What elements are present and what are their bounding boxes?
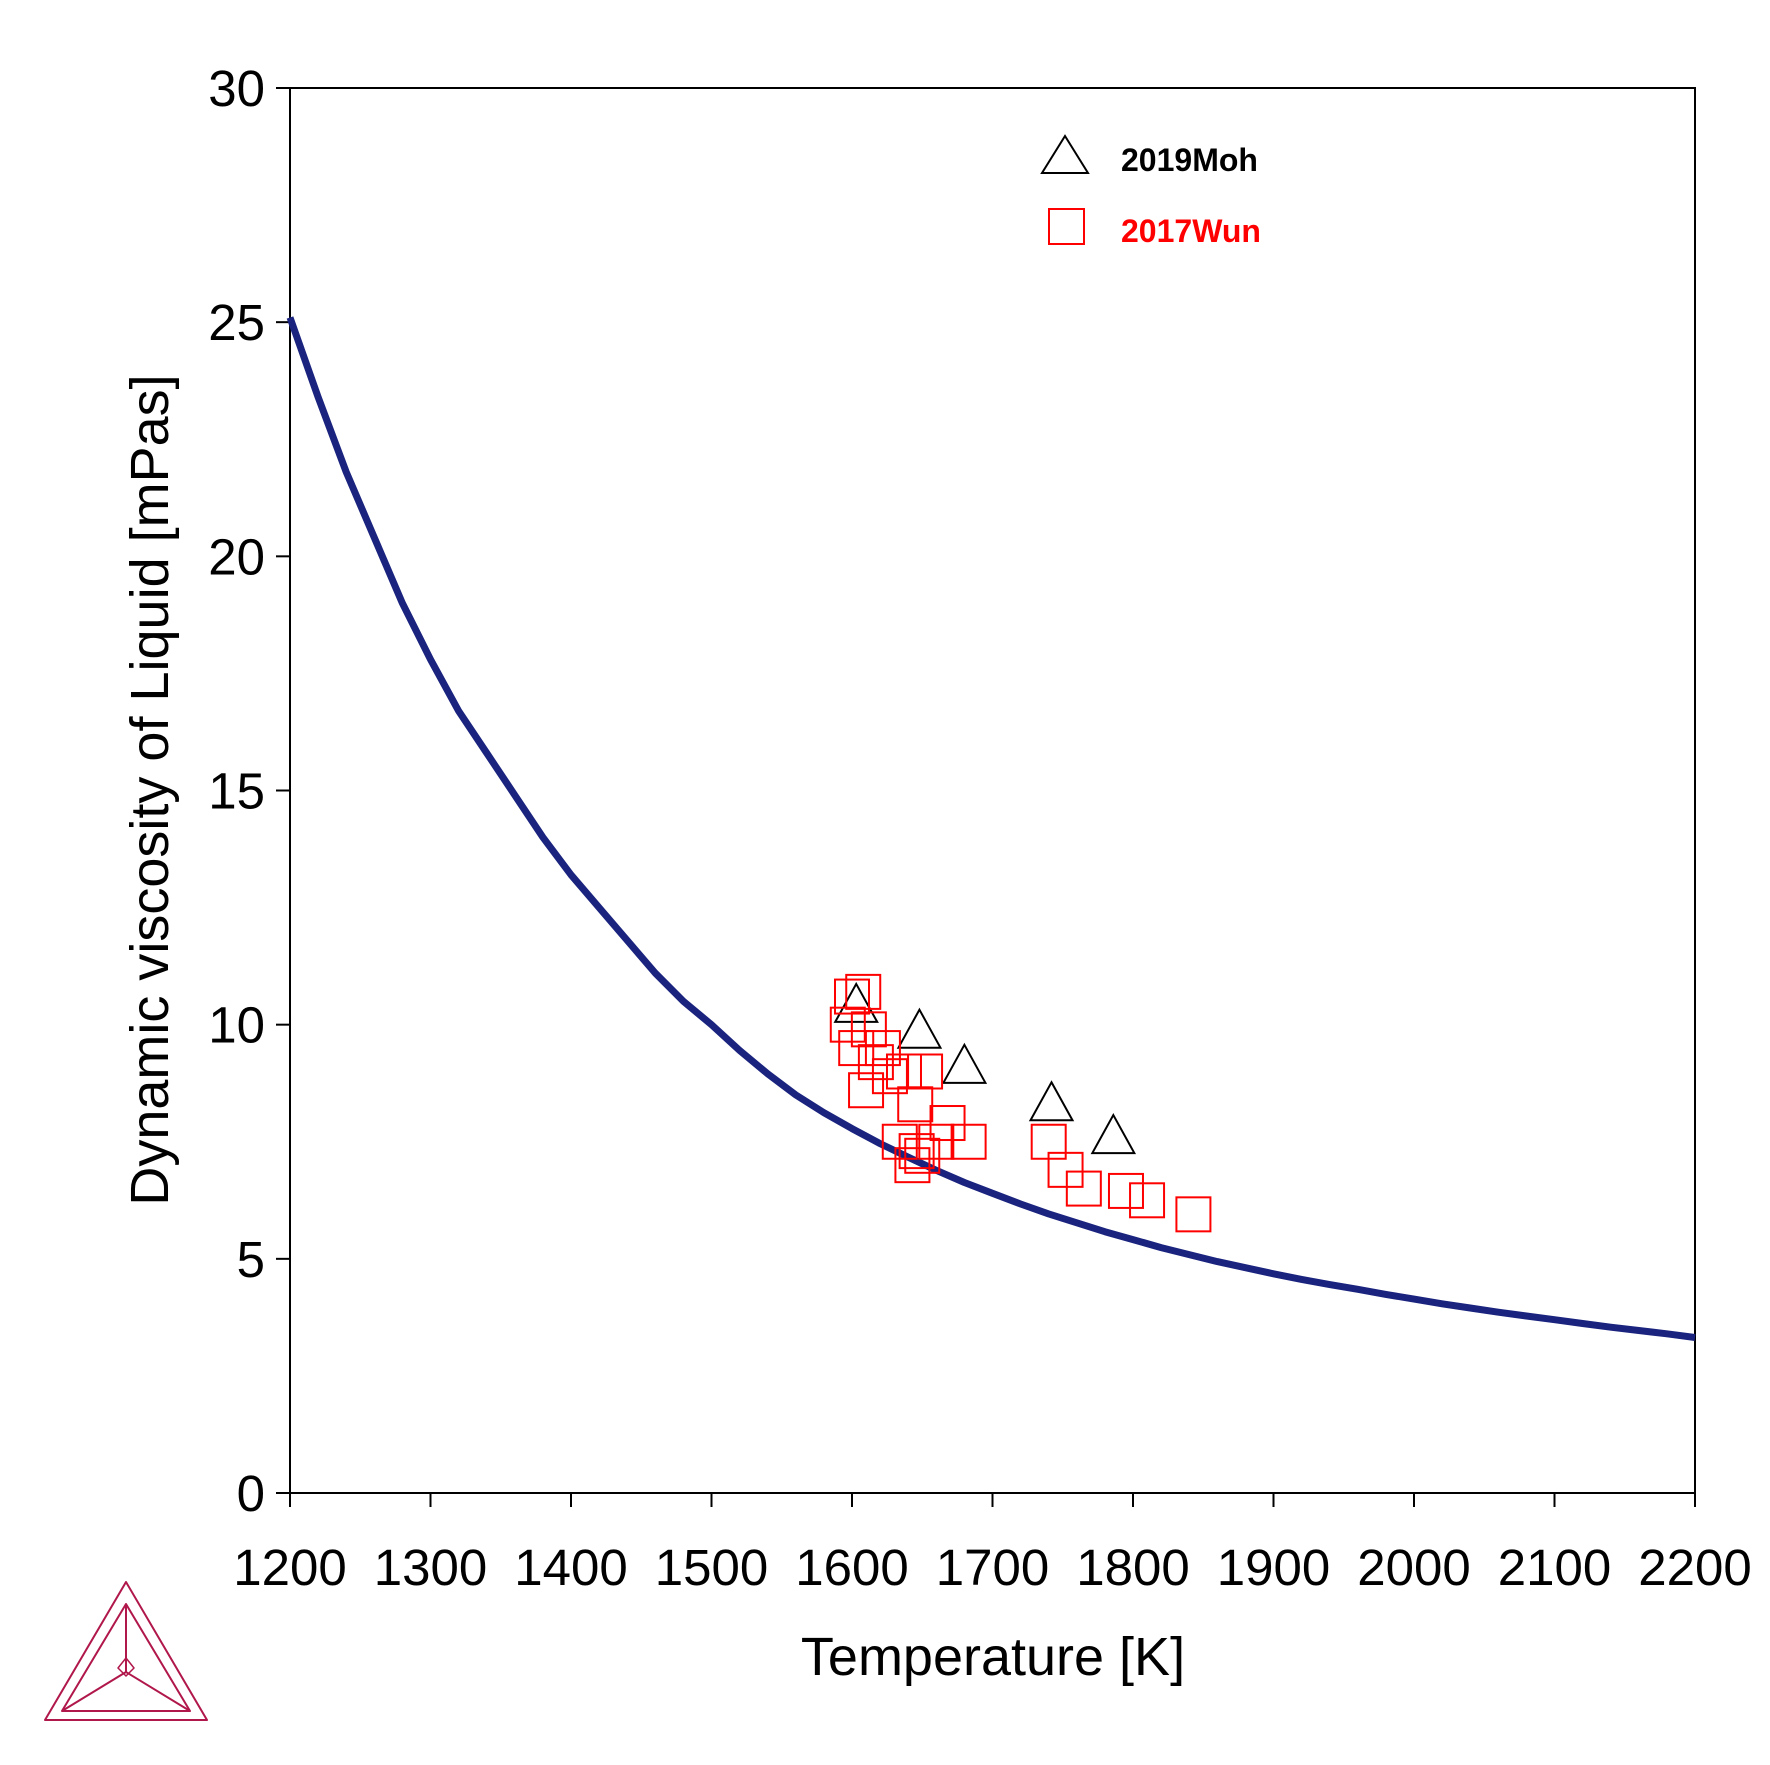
x-axis: 1200 1300 1400 1500 1600 1700 1800 1900 2000 2100… (233, 1493, 1752, 1596)
x-tick-label: 1300 (374, 1539, 487, 1596)
model-curve (286, 316, 1696, 1341)
data-point-2017wun (1175, 1196, 1212, 1233)
x-tick-label: 1600 (795, 1539, 908, 1596)
data-point-2017wun (894, 1147, 931, 1184)
x-tick-label: 2100 (1498, 1539, 1611, 1596)
data-point-2017wun (829, 1006, 866, 1043)
y-tick-label: 30 (208, 60, 265, 117)
data-point-2017wun (838, 1030, 875, 1067)
y-tick-label: 25 (208, 294, 265, 351)
y-tick-label: 10 (208, 997, 265, 1054)
series-layer (286, 316, 1696, 1341)
data-point-2017wun (857, 1044, 894, 1081)
legend-label-2017wun: 2017Wun (1121, 213, 1261, 249)
data-point-2017wun (897, 1086, 934, 1123)
logo-center-facet (117, 1657, 135, 1677)
legend: 2019Moh 2017Wun (1040, 134, 1261, 249)
data-point-2017wun (845, 973, 882, 1010)
x-tick-label: 1500 (655, 1539, 768, 1596)
x-tick-label: 1700 (936, 1539, 1049, 1596)
y-axis: 0 5 10 15 20 25 30 (208, 60, 290, 1522)
legend-marker-2017wun (1048, 208, 1085, 245)
x-tick-label: 2000 (1357, 1539, 1470, 1596)
data-point-2017wun (864, 1030, 901, 1067)
data-point-2019moh (896, 1007, 943, 1049)
data-point-2019moh (1028, 1080, 1075, 1122)
data-point-2017wun (907, 1053, 944, 1090)
y-tick-label: 5 (237, 1231, 265, 1288)
x-axis-title: Temperature [K] (801, 1627, 1185, 1687)
data-point-2019moh (1090, 1113, 1137, 1155)
data-point-2017wun (1065, 1170, 1102, 1207)
data-point-2017wun (871, 1058, 908, 1095)
plot-frame (289, 87, 1696, 1494)
data-point-2017wun (929, 1105, 966, 1142)
x-tick-label: 2200 (1638, 1539, 1751, 1596)
data-point-2017wun (850, 1011, 887, 1048)
y-axis-title: Dynamic viscosity of Liquid [mPas] (120, 374, 180, 1205)
data-point-2017wun (1107, 1172, 1144, 1209)
y-tick-label: 20 (208, 528, 265, 585)
logo-spokes (61, 1604, 191, 1712)
y-tick-label: 0 (237, 1465, 265, 1522)
x-tick-label: 1200 (233, 1539, 346, 1596)
logo-triangle-outer (44, 1581, 208, 1721)
data-point-2017wun (1047, 1151, 1084, 1188)
y-tick-label: 15 (208, 763, 265, 820)
data-point-2017wun (918, 1123, 955, 1160)
thermo-calc-logo (44, 1581, 208, 1721)
data-point-2019moh (833, 981, 879, 1023)
data-point-2017wun (848, 1072, 885, 1109)
data-point-2017wun (885, 1053, 922, 1090)
x-tick-label: 1800 (1076, 1539, 1189, 1596)
x-tick-label: 1400 (514, 1539, 627, 1596)
data-point-2017wun (1129, 1182, 1166, 1219)
data-point-2019moh (941, 1042, 988, 1084)
legend-label-2019moh: 2019Moh (1121, 142, 1258, 178)
data-point-2017wun (898, 1133, 935, 1170)
data-point-2017wun (904, 1137, 941, 1174)
legend-marker-2019moh (1040, 134, 1090, 174)
data-point-2017wun (950, 1123, 987, 1160)
x-tick-label: 1900 (1217, 1539, 1330, 1596)
logo-triangle-inner (61, 1603, 191, 1712)
